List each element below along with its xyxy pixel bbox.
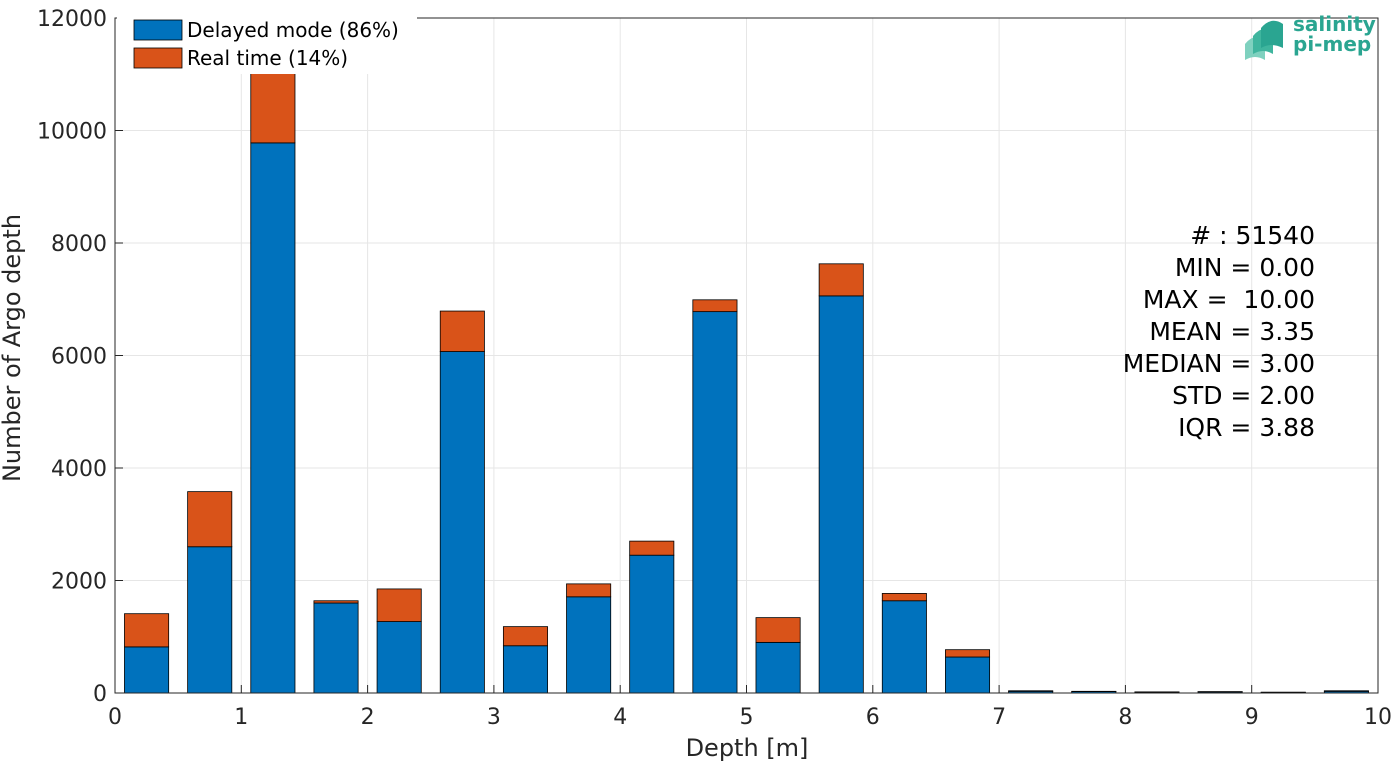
bars	[124, 33, 1369, 694]
x-tick-label-4: 4	[613, 705, 627, 730]
bar-realtime-9	[692, 299, 738, 313]
bar-delayed-13	[945, 656, 991, 694]
stat-median: MEDIAN = 3.00	[1122, 349, 1315, 378]
x-axis-label: Depth [m]	[686, 734, 809, 762]
stat-iqr: IQR = 3.88	[1178, 413, 1315, 442]
stat-min: MIN = 0.00	[1174, 253, 1315, 282]
bar-delayed-3	[313, 602, 359, 694]
bar-realtime-12	[881, 593, 927, 602]
y-tick-label-5: 10000	[37, 120, 107, 145]
bar-realtime-10	[755, 617, 801, 643]
bar-realtime-4	[376, 588, 422, 622]
y-tick-label-3: 6000	[51, 345, 107, 370]
x-tick-label-8: 8	[1118, 705, 1132, 730]
stat-mean: MEAN = 3.35	[1149, 317, 1315, 346]
y-tick-label-6: 12000	[37, 7, 107, 32]
bar-delayed-2	[250, 142, 296, 694]
bar-realtime-7	[566, 583, 612, 598]
tick-labels: 0 1 2 3 4 5 6 7 8 9 10 0 2000 4000 6000 8000 10000 12000	[37, 7, 1392, 730]
legend-label-delayed: Delayed mode (86%)	[187, 18, 399, 42]
bar-delayed-4	[376, 621, 422, 694]
bar-realtime-11	[818, 263, 864, 297]
bar-delayed-1	[187, 546, 233, 694]
bar-delayed-5	[439, 351, 485, 694]
bar-delayed-6	[502, 645, 548, 694]
bar-delayed-12	[881, 600, 927, 694]
bar-realtime-8	[629, 540, 675, 556]
bar-delayed-9	[692, 311, 738, 694]
bar-delayed-8	[629, 554, 675, 694]
y-tick-label-1: 2000	[51, 570, 107, 595]
y-axis-label: Number of Argo depth	[0, 214, 26, 482]
legend-swatch-delayed	[133, 19, 183, 41]
logo-line2: pi-mep	[1293, 32, 1372, 56]
salinity-pimep-logo: salinity pi-mep	[1243, 14, 1376, 64]
bar-realtime-1	[187, 491, 233, 548]
bar-realtime-3	[313, 600, 359, 604]
y-tick-label-2: 4000	[51, 457, 107, 482]
x-tick-label-2: 2	[361, 705, 375, 730]
wave-logo-icon	[1245, 20, 1283, 60]
x-tick-label-10: 10	[1364, 705, 1392, 730]
x-tick-label-6: 6	[866, 705, 880, 730]
logo-text: salinity pi-mep	[1293, 14, 1376, 54]
legend-label-realtime: Real time (14%)	[187, 46, 348, 70]
y-tick-label-4: 8000	[51, 232, 107, 257]
bar-realtime-6	[502, 626, 548, 647]
x-tick-label-7: 7	[992, 705, 1006, 730]
x-tick-label-0: 0	[108, 705, 122, 730]
legend: Delayed mode (86%) Real time (14%)	[117, 12, 417, 74]
x-tick-label-3: 3	[487, 705, 501, 730]
x-tick-label-9: 9	[1245, 705, 1259, 730]
x-tick-label-5: 5	[740, 705, 754, 730]
statistics-box: # : 51540 MIN = 0.00 MAX = 10.00 MEAN = …	[1123, 220, 1315, 444]
bar-delayed-0	[124, 646, 170, 694]
bar-delayed-7	[566, 596, 612, 694]
stat-count: # : 51540	[1190, 221, 1315, 250]
stat-std: STD = 2.00	[1172, 381, 1315, 410]
stat-max: MAX = 10.00	[1142, 285, 1315, 314]
bar-delayed-10	[755, 641, 801, 694]
legend-swatch-realtime	[133, 47, 183, 69]
bar-realtime-13	[945, 649, 991, 658]
bar-realtime-19	[1323, 690, 1369, 692]
logo-line1: salinity	[1293, 12, 1376, 36]
bar-delayed-11	[818, 295, 864, 694]
x-tick-label-1: 1	[234, 705, 248, 730]
y-tick-label-0: 0	[93, 682, 107, 707]
bar-realtime-0	[124, 613, 170, 648]
bar-realtime-14	[1008, 690, 1054, 692]
bar-realtime-5	[439, 310, 485, 352]
axes	[114, 17, 1379, 694]
